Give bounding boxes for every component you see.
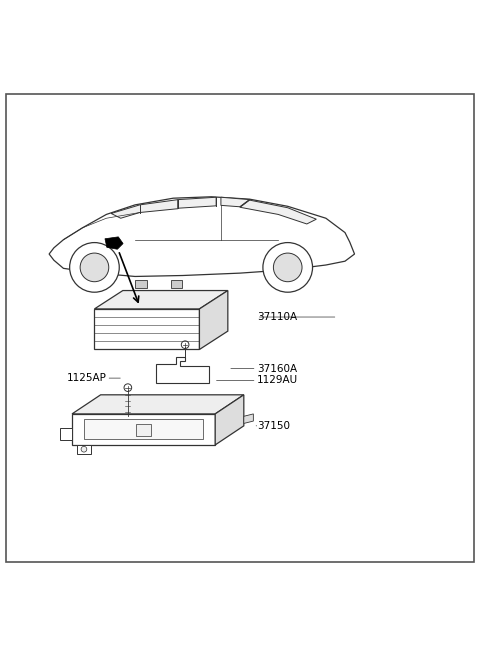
Polygon shape <box>156 357 209 383</box>
Polygon shape <box>49 197 355 276</box>
Polygon shape <box>84 419 203 440</box>
Text: 1125AP: 1125AP <box>67 373 107 383</box>
Circle shape <box>274 253 302 281</box>
Circle shape <box>124 384 132 392</box>
Polygon shape <box>244 414 253 423</box>
Bar <box>135 279 147 288</box>
Text: 37150: 37150 <box>257 421 290 431</box>
Text: 37110A: 37110A <box>257 312 297 322</box>
Polygon shape <box>77 445 91 453</box>
Circle shape <box>70 243 119 292</box>
Polygon shape <box>105 237 123 249</box>
Polygon shape <box>199 291 228 350</box>
Polygon shape <box>221 197 250 207</box>
Circle shape <box>80 253 109 281</box>
Polygon shape <box>72 395 244 414</box>
Polygon shape <box>111 199 178 218</box>
Polygon shape <box>178 197 216 208</box>
Circle shape <box>263 243 312 292</box>
Circle shape <box>81 446 87 452</box>
Bar <box>170 279 182 288</box>
Bar <box>136 424 151 436</box>
Polygon shape <box>72 414 215 445</box>
Polygon shape <box>95 291 228 309</box>
Text: 1129AU: 1129AU <box>257 375 298 386</box>
Circle shape <box>181 341 189 348</box>
Polygon shape <box>60 428 72 440</box>
Text: 37160A: 37160A <box>257 363 297 373</box>
Polygon shape <box>215 395 244 445</box>
Polygon shape <box>240 200 316 224</box>
Polygon shape <box>95 309 199 350</box>
